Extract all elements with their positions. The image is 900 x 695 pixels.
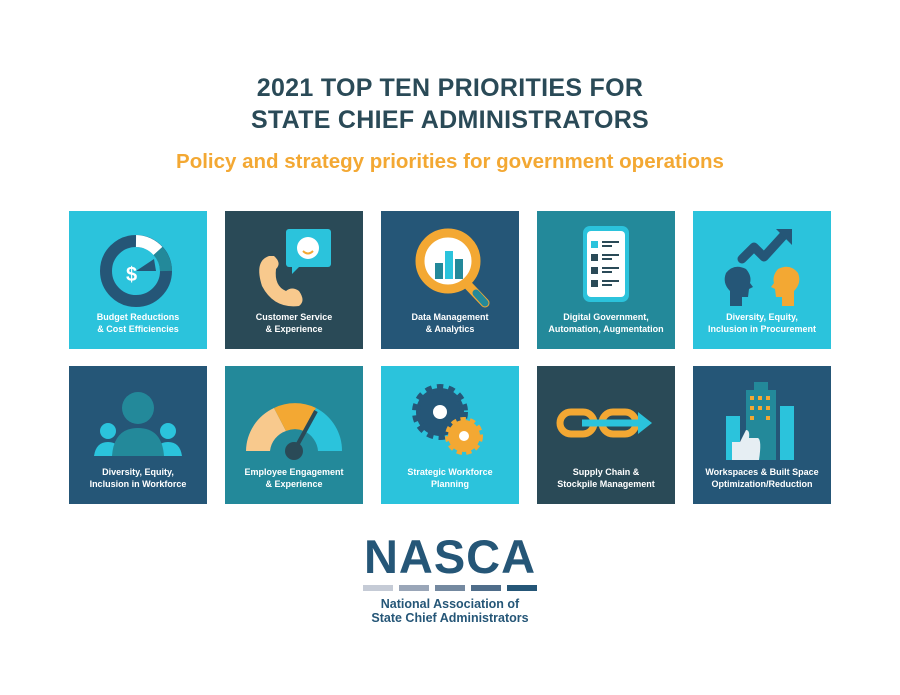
logo-line-1: National Association of xyxy=(380,597,520,611)
title-line-1: 2021 TOP TEN PRIORITIES FOR xyxy=(256,74,644,102)
donut-dollar-icon: $ xyxy=(100,235,172,307)
tile-label: Strategic Workforce xyxy=(407,467,493,477)
tile-supply-chain: Supply Chain & Stockpile Management xyxy=(537,366,675,504)
people-icon xyxy=(94,392,182,456)
gears-icon xyxy=(412,384,483,455)
heads-trend-icon xyxy=(724,229,800,306)
tile-label: Customer Service xyxy=(255,312,333,322)
svg-text:$: $ xyxy=(126,264,137,286)
phone-chat-icon xyxy=(259,229,331,307)
tile-digital-government: Digital Government, Automation, Augmentat… xyxy=(537,211,675,349)
subtitle: Policy and strategy priorities for gover… xyxy=(176,150,724,173)
tile-label: Automation, Augmentation xyxy=(548,324,664,334)
tile-label: Diversity, Equity, xyxy=(726,312,798,322)
tile-label: & Cost Efficiencies xyxy=(97,324,179,334)
chain-arrow-icon xyxy=(556,408,652,438)
logo-org-name: National Association of State Chief Admi… xyxy=(360,597,540,625)
tile-label: Planning xyxy=(431,479,469,489)
tile-strategic-workforce: Strategic Workforce Planning xyxy=(381,366,519,504)
tile-label: Diversity, Equity, xyxy=(102,467,174,477)
logo-wordmark: NASCA xyxy=(363,530,537,583)
tile-label: Optimization/Reduction xyxy=(711,479,813,489)
tile-label: Data Management xyxy=(411,312,489,322)
tile-label: Supply Chain & xyxy=(572,467,640,477)
tile-dei-procurement: Diversity, Equity, Inclusion in Procureme… xyxy=(693,211,831,349)
tile-label: Inclusion in Procurement xyxy=(707,324,817,334)
gauge-icon xyxy=(246,403,343,460)
tile-label: & Experience xyxy=(265,479,323,489)
tile-data-management: Data Management & Analytics xyxy=(381,211,519,349)
title-line-2: STATE CHIEF ADMINISTRATORS xyxy=(250,106,650,134)
tile-customer-service: Customer Service & Experience xyxy=(225,211,363,349)
tile-label: & Analytics xyxy=(425,324,475,334)
phone-checklist-icon xyxy=(583,226,629,302)
tile-label: Workspaces & Built Space xyxy=(705,467,819,477)
tile-employee-engagement: Employee Engagement & Experience xyxy=(225,366,363,504)
tile-label: Inclusion in Workforce xyxy=(89,479,187,489)
logo-line-2: State Chief Administrators xyxy=(371,611,529,625)
tile-label: Digital Government, xyxy=(563,312,649,322)
tile-budget: $ Budget Reductions & Cost Efficiencies xyxy=(69,211,207,349)
tile-label: Employee Engagement xyxy=(244,467,344,477)
page-title: 2021 TOP TEN PRIORITIES FOR STATE CHIEF … xyxy=(0,72,900,136)
nasca-logo: NASCA National Association of State Chie… xyxy=(360,530,540,625)
tile-label: & Experience xyxy=(265,324,323,334)
tile-label: Budget Reductions xyxy=(96,312,180,322)
tile-dei-workforce: Diversity, Equity, Inclusion in Workforce xyxy=(69,366,207,504)
buildings-thumb-icon xyxy=(726,382,794,460)
tile-workspaces: Workspaces & Built Space Optimization/Red… xyxy=(693,366,831,504)
tile-label: Stockpile Management xyxy=(557,479,655,489)
magnifier-chart-icon xyxy=(415,228,490,308)
logo-bars xyxy=(363,585,537,591)
